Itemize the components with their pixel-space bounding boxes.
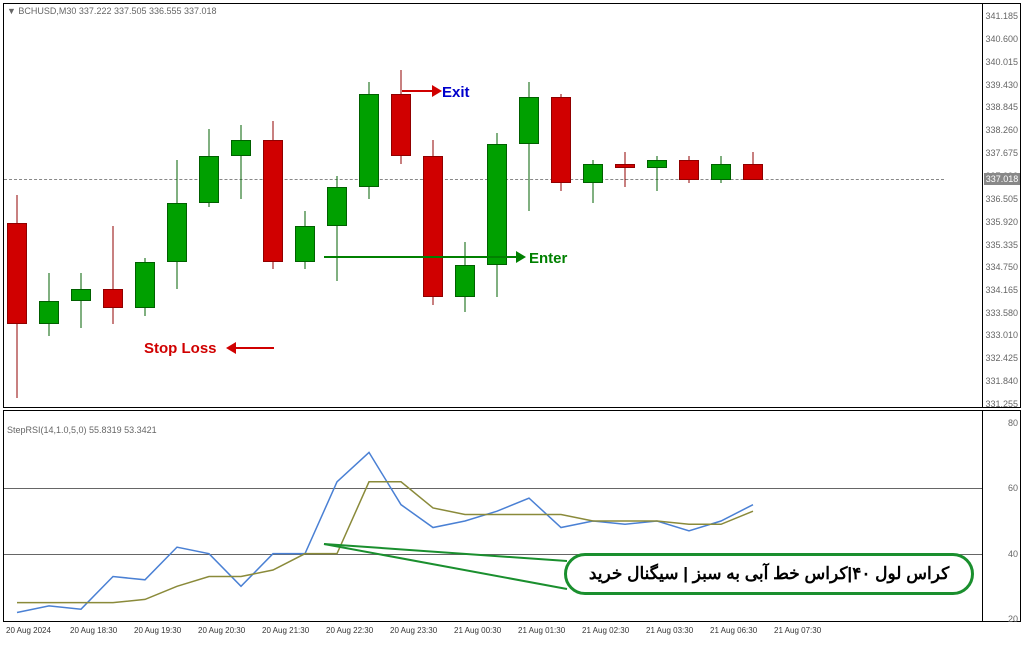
indicator-axis: 80 20 40 60 [982, 411, 1020, 621]
price-tick: 333.010 [985, 330, 1018, 340]
candle [359, 4, 379, 409]
candle [71, 4, 91, 409]
indicator-panel[interactable]: StepRSI(14,1.0,5,0) 55.8319 53.3421 کراس… [3, 410, 1021, 622]
candle [391, 4, 411, 409]
price-tick: 340.015 [985, 57, 1018, 67]
candle [295, 4, 315, 409]
candle [615, 4, 635, 409]
price-tick: 332.425 [985, 353, 1018, 363]
candle [551, 4, 571, 409]
time-tick: 21 Aug 00:30 [454, 626, 501, 635]
candle [711, 4, 731, 409]
price-tick: 333.580 [985, 308, 1018, 318]
candle [39, 4, 59, 409]
time-axis: 20 Aug 2024 20 Aug 18:30 20 Aug 19:30 20 Au… [3, 624, 983, 642]
time-tick: 21 Aug 07:30 [774, 626, 821, 635]
candle [583, 4, 603, 409]
enter-label: Enter [529, 250, 567, 267]
price-tick: 338.845 [985, 102, 1018, 112]
time-tick: 20 Aug 21:30 [262, 626, 309, 635]
arrow-head-icon [516, 251, 526, 263]
price-chart-area: Exit Enter Stop Loss [4, 4, 982, 407]
price-tick: 334.165 [985, 285, 1018, 295]
time-tick: 20 Aug 2024 [6, 626, 51, 635]
price-tick: 335.335 [985, 240, 1018, 250]
time-tick: 21 Aug 01:30 [518, 626, 565, 635]
arrow-line [324, 256, 516, 258]
time-tick: 20 Aug 22:30 [326, 626, 373, 635]
candle [679, 4, 699, 409]
time-tick: 20 Aug 19:30 [134, 626, 181, 635]
arrow-head-icon [226, 342, 236, 354]
candle [423, 4, 443, 409]
stoploss-label: Stop Loss [144, 340, 217, 357]
candle [743, 4, 763, 409]
price-tick: 336.505 [985, 194, 1018, 204]
price-tick: 341.185 [985, 11, 1018, 21]
price-tick: 340.600 [985, 34, 1018, 44]
indicator-tick: 40 [1008, 549, 1018, 559]
time-tick: 20 Aug 18:30 [70, 626, 117, 635]
price-axis: 341.185 340.600 340.015 339.430 338.845 338.2… [982, 4, 1020, 407]
candle [519, 4, 539, 409]
time-tick: 21 Aug 06:30 [710, 626, 757, 635]
candle [487, 4, 507, 409]
price-tick: 331.255 [985, 399, 1018, 409]
price-chart-panel[interactable]: ▼ BCHUSD,M30 337.222 337.505 336.555 337… [3, 3, 1021, 408]
time-tick: 20 Aug 23:30 [390, 626, 437, 635]
price-tick: 337.675 [985, 148, 1018, 158]
arrow-line [236, 347, 274, 349]
price-tick: 338.260 [985, 125, 1018, 135]
candle [327, 4, 347, 409]
candle [647, 4, 667, 409]
exit-label: Exit [442, 84, 470, 101]
indicator-area: کراس لول ۴۰|کراس خط آبی به سبز | سیگنال … [4, 411, 982, 621]
time-tick: 21 Aug 03:30 [646, 626, 693, 635]
candle [7, 4, 27, 409]
candle [455, 4, 475, 409]
callout-tail [4, 411, 984, 623]
price-marker: 337.018 [984, 173, 1020, 185]
indicator-tick: 20 [1008, 614, 1018, 624]
time-tick: 21 Aug 02:30 [582, 626, 629, 635]
price-tick: 334.750 [985, 262, 1018, 272]
time-tick: 20 Aug 20:30 [198, 626, 245, 635]
price-tick: 335.920 [985, 217, 1018, 227]
arrow-line [402, 90, 432, 92]
indicator-tick: 80 [1008, 418, 1018, 428]
candle [103, 4, 123, 409]
arrow-head-icon [432, 85, 442, 97]
price-tick: 331.840 [985, 376, 1018, 386]
price-tick: 339.430 [985, 80, 1018, 90]
indicator-tick: 60 [1008, 483, 1018, 493]
